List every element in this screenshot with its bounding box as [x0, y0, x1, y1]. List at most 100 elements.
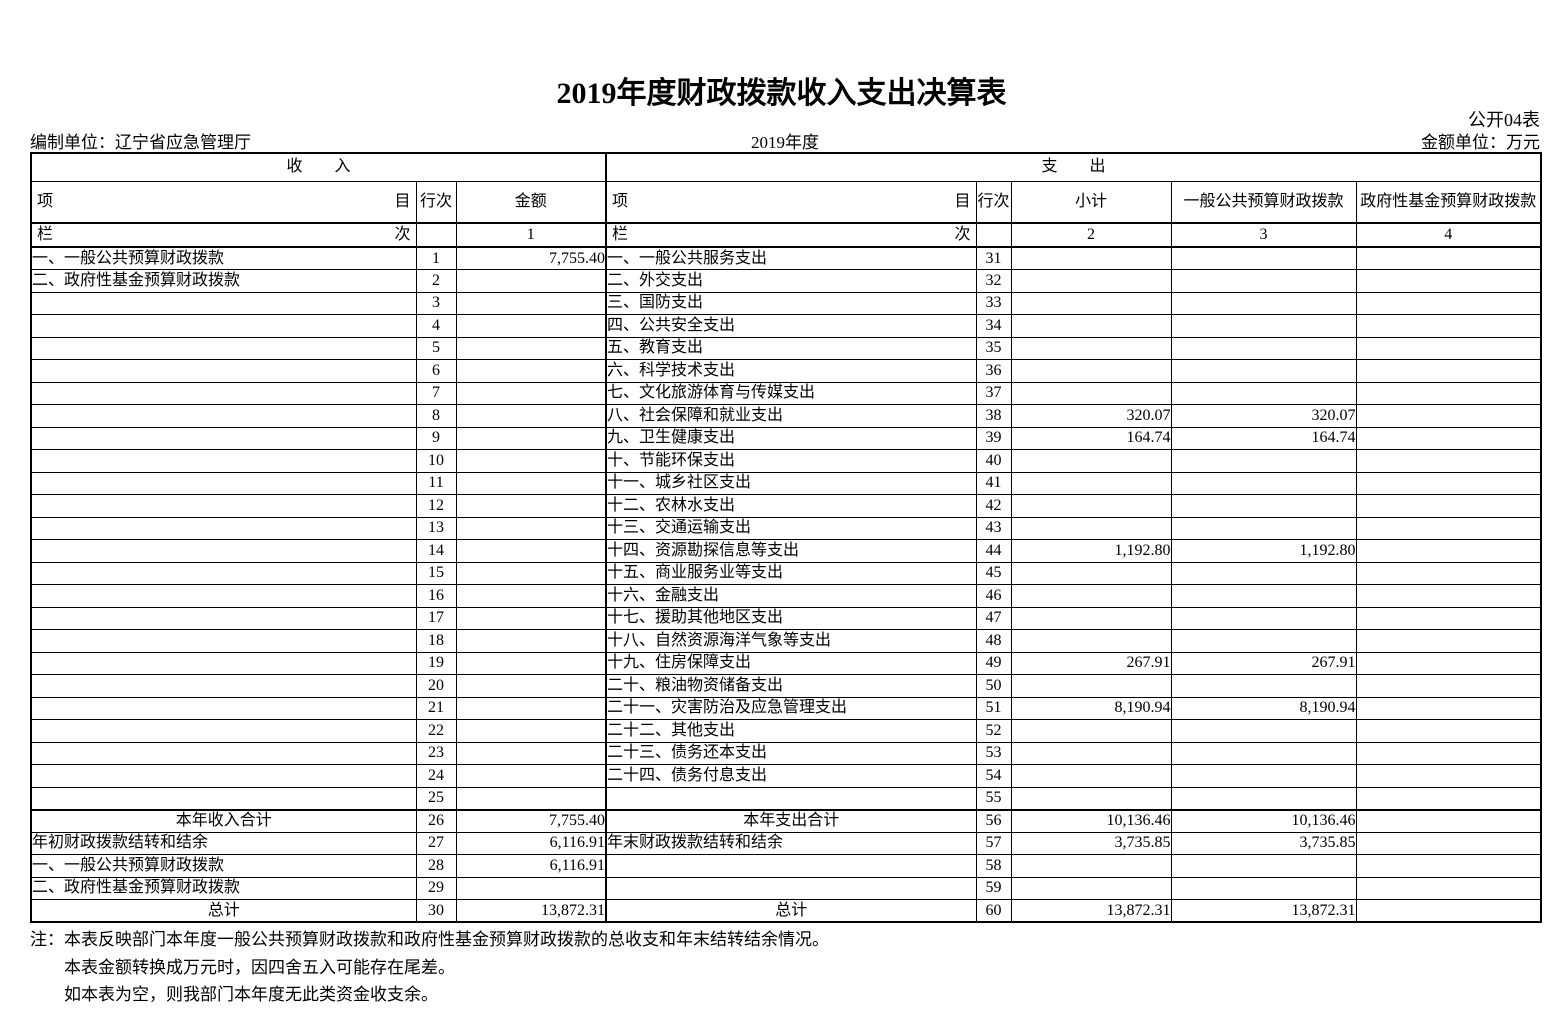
item-label-left: 项 [37, 192, 54, 210]
expense-line-no-cell: 60 [975, 899, 1012, 923]
expense-subtotal-cell [1010, 471, 1172, 495]
expense-line-no-cell: 46 [975, 584, 1012, 608]
footnote-line: 如本表为空，则我部门本年度无此类资金收支余。 [64, 985, 438, 1004]
expense-subtotal-cell [1010, 629, 1172, 653]
income-amount-cell [455, 786, 608, 810]
income-item-cell: 本年收入合计 [30, 808, 417, 833]
income-item-cell [30, 696, 417, 720]
expense-fund-budget-cell [1355, 584, 1542, 608]
expense-line-no-cell: 56 [975, 808, 1012, 833]
footnote-line: 本表反映部门本年度一般公共预算财政拨款和政府性基金预算财政拨款的总收支和年末结转… [64, 930, 829, 949]
expense-subtotal-cell [1010, 561, 1172, 585]
expense-line-no-cell: 52 [975, 719, 1012, 743]
table-row: 23 二十三、债务还本支出 53 [30, 741, 1542, 765]
income-item-cell [30, 674, 417, 698]
income-line-no-cell: 29 [415, 876, 457, 900]
income-item-column-header: 项 目 [30, 180, 417, 224]
table-row: 总计 30 13,872.31 总计 60 13,872.31 13,872.31 [30, 899, 1542, 923]
table-row: 12 十二、农林水支出 42 [30, 494, 1542, 518]
income-amount-cell [455, 719, 608, 743]
expense-item-cell: 十一、城乡社区支出 [605, 471, 977, 495]
income-item-cell [30, 449, 417, 473]
expense-item-cell: 二十一、灾害防治及应急管理支出 [605, 696, 977, 720]
expense-subtotal-cell [1010, 606, 1172, 630]
expense-subtotal-cell [1010, 494, 1172, 518]
income-amount-cell [455, 584, 608, 608]
expense-line-no-cell: 34 [975, 314, 1012, 338]
income-section-header: 收 入 [30, 152, 608, 182]
expense-line-no-cell: 48 [975, 629, 1012, 653]
expense-fund-budget-cell [1355, 539, 1542, 563]
income-line-no-cell: 10 [415, 449, 457, 473]
expense-general-budget-cell: 164.74 [1170, 426, 1357, 450]
table-row: 9 九、卫生健康支出 39 164.74 164.74 [30, 426, 1542, 450]
expense-line-no-cell: 45 [975, 561, 1012, 585]
expense-fund-budget-cell [1355, 854, 1542, 878]
column-index-2: 2 [1010, 222, 1172, 248]
income-amount-cell [455, 516, 608, 540]
expense-item-cell: 十八、自然资源海洋气象等支出 [605, 629, 977, 653]
expense-subtotal-cell [1010, 854, 1172, 878]
expense-general-budget-cell [1170, 584, 1357, 608]
expense-fund-budget-cell [1355, 606, 1542, 630]
expense-line-no-cell: 35 [975, 336, 1012, 360]
expense-subtotal-cell [1010, 246, 1172, 270]
expense-line-no-cell: 37 [975, 381, 1012, 405]
income-line-no-cell: 26 [415, 808, 457, 833]
expense-line-no-cell: 36 [975, 359, 1012, 383]
income-item-cell [30, 539, 417, 563]
table-row: 20 二十、粮油物资储备支出 50 [30, 674, 1542, 698]
income-amount-cell: 13,872.31 [455, 899, 608, 923]
income-amount-cell [455, 629, 608, 653]
income-line-no-cell: 28 [415, 854, 457, 878]
expense-general-budget-cell [1170, 606, 1357, 630]
expense-general-budget-cell: 3,735.85 [1170, 831, 1357, 855]
table-row: 一、一般公共预算财政拨款 28 6,116.91 58 [30, 854, 1542, 878]
table-row: 21 二十一、灾害防治及应急管理支出 51 8,190.94 8,190.94 [30, 696, 1542, 720]
lan-label: 栏 [612, 226, 629, 243]
income-line-no-cell: 14 [415, 539, 457, 563]
income-item-cell [30, 606, 417, 630]
expense-fund-budget-cell [1355, 561, 1542, 585]
expense-fund-budget-cell [1355, 741, 1542, 765]
expense-line-no-cell: 49 [975, 651, 1012, 675]
expense-fund-budget-cell [1355, 336, 1542, 360]
table-row: 3 三、国防支出 33 [30, 291, 1542, 315]
expense-fund-budget-cell [1355, 696, 1542, 720]
expense-fund-budget-cell [1355, 471, 1542, 495]
expense-item-cell: 十九、住房保障支出 [605, 651, 977, 675]
table-row: 二、政府性基金预算财政拨款 2 二、外交支出 32 [30, 269, 1542, 293]
table-row: 10 十、节能环保支出 40 [30, 449, 1542, 473]
income-item-cell: 二、政府性基金预算财政拨款 [30, 269, 417, 293]
expense-subtotal-cell [1010, 291, 1172, 315]
expense-item-column-header: 项 目 [605, 180, 977, 224]
income-amount-cell [455, 269, 608, 293]
income-item-cell [30, 764, 417, 788]
expense-item-cell: 十二、农林水支出 [605, 494, 977, 518]
table-row: 25 55 [30, 786, 1542, 810]
table-row: 年初财政拨款结转和结余 27 6,116.91 年末财政拨款结转和结余 57 3,735.… [30, 831, 1542, 855]
period-label: 2019年度 [751, 133, 819, 152]
expense-subtotal-cell: 1,192.80 [1010, 539, 1172, 563]
income-amount-cell: 7,755.40 [455, 246, 608, 270]
table-row: 6 六、科学技术支出 36 [30, 359, 1542, 383]
expense-general-budget-cell [1170, 269, 1357, 293]
income-item-cell [30, 561, 417, 585]
expense-line-no-cell: 40 [975, 449, 1012, 473]
expense-general-budget-cell: 1,192.80 [1170, 539, 1357, 563]
income-line-no-cell: 6 [415, 359, 457, 383]
income-line-no-cell: 4 [415, 314, 457, 338]
income-item-cell [30, 741, 417, 765]
expense-fund-budget-cell [1355, 516, 1542, 540]
expense-subtotal-cell: 164.74 [1010, 426, 1172, 450]
table-row: 16 十六、金融支出 46 [30, 584, 1542, 608]
expense-item-cell: 九、卫生健康支出 [605, 426, 977, 450]
expense-subtotal-cell [1010, 786, 1172, 810]
expense-line-no-cell: 54 [975, 764, 1012, 788]
expense-subtotal-cell [1010, 336, 1172, 360]
income-item-cell [30, 381, 417, 405]
expense-general-budget-cell [1170, 854, 1357, 878]
table-row: 14 十四、资源勘探信息等支出 44 1,192.80 1,192.80 [30, 539, 1542, 563]
expense-line-no-cell: 41 [975, 471, 1012, 495]
blank-cell [975, 222, 1012, 248]
